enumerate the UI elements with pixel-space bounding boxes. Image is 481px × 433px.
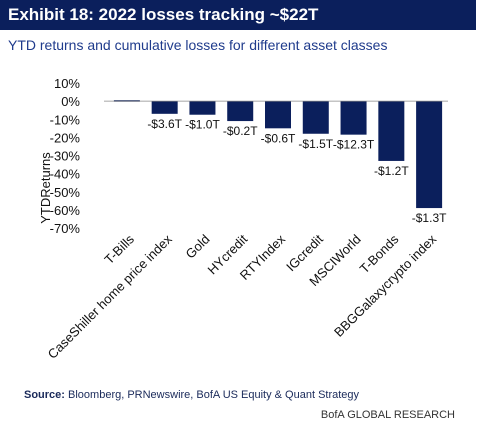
bar: [227, 101, 254, 122]
y-tick-label: -40%: [50, 167, 81, 182]
data-label: -$12.3T: [333, 138, 375, 152]
y-tick-label: -50%: [50, 185, 81, 200]
data-label: -$1.5T: [298, 137, 333, 151]
bar: [416, 101, 443, 209]
y-tick-label: -70%: [50, 221, 81, 236]
y-tick-label: -20%: [50, 130, 81, 145]
bar: [189, 101, 216, 115]
bar: [302, 101, 329, 134]
y-tick-label: -30%: [50, 149, 81, 164]
data-label: -$1.0T: [185, 118, 220, 132]
source-prefix: Source:: [24, 389, 65, 401]
data-label: -$1.2T: [374, 164, 409, 178]
y-tick-label: -10%: [50, 112, 81, 127]
x-tick-label: T-Bills: [101, 231, 137, 267]
y-tick-label: 10%: [54, 76, 80, 91]
source-note: Source: Bloomberg, PRNewswire, BofA US E…: [24, 389, 359, 401]
chart-title: Exhibit 18: 2022 losses tracking ~$22T: [8, 5, 319, 24]
bar: [151, 101, 178, 114]
chart-subtitle: YTD returns and cumulative losses for di…: [8, 37, 388, 53]
x-tick-label: Gold: [183, 232, 213, 262]
bar: [378, 101, 405, 161]
y-tick-label: 0%: [61, 94, 80, 109]
data-label: -$0.6T: [261, 131, 296, 145]
bar-chart: 10% 0% -10% -20% -30% -40% -50% -60% -70%YTDRetu…: [38, 76, 448, 362]
source-text: Bloomberg, PRNewswire, BofA US Equity & …: [64, 389, 360, 401]
bar: [340, 101, 367, 135]
y-axis-label: YTDReturns: [38, 152, 53, 224]
title-bar: [0, 0, 476, 30]
data-label: -$1.3T: [412, 211, 447, 225]
bar: [265, 101, 291, 129]
data-label: -$0.2T: [223, 124, 258, 138]
y-tick-label: -60%: [50, 203, 81, 218]
footer-brand: BofA GLOBAL RESEARCH: [320, 409, 455, 421]
data-label: -$3.6T: [147, 117, 182, 131]
